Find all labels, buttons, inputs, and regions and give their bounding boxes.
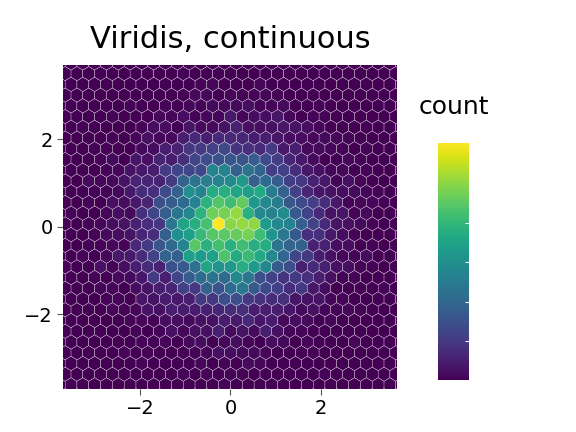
Text: count: count bbox=[418, 95, 489, 119]
Title: Viridis, continuous: Viridis, continuous bbox=[90, 25, 371, 54]
